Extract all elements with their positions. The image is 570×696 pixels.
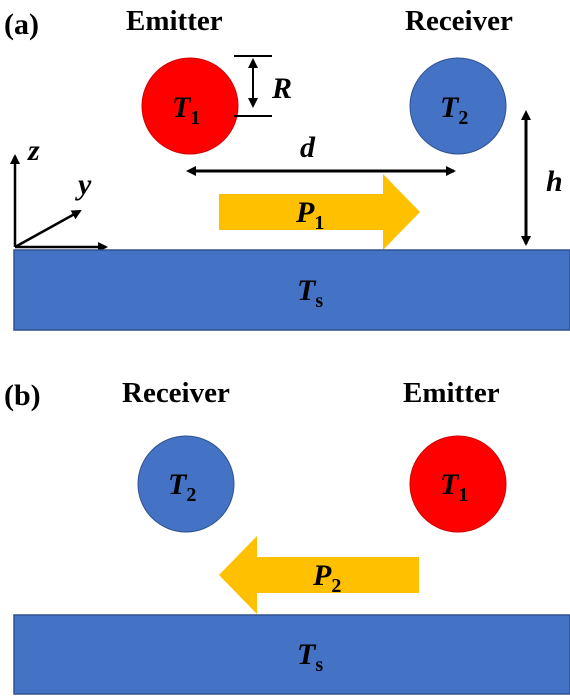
radius-label: R (271, 72, 292, 105)
panel-b-receiver-sphere (137, 435, 235, 533)
panel-b-receiver-temperature: T2 (168, 468, 196, 506)
flux-arrow-p1-shape (219, 174, 420, 250)
panel-a-emitter-temperature-symbol: T (172, 91, 192, 124)
panel-b: (b) Receiver Emitter T2 T1 P2 Ts (4, 377, 570, 695)
radius-indicator: R (234, 55, 292, 117)
panel-b-substrate (13, 614, 570, 695)
panel-b-receiver-temperature-subscript: 2 (186, 484, 196, 506)
flux-arrow-p1: P1 (219, 174, 420, 250)
distance-label: d (300, 131, 316, 164)
flux-arrow-p2-subscript: 2 (331, 575, 341, 597)
panel-a-substrate-temperature: Ts (297, 274, 323, 312)
panel-a-emitter-sphere (141, 57, 239, 155)
flux-arrow-p2-shape (219, 536, 419, 614)
panel-a: (a) Emitter Receiver T1 T2 R d h (4, 5, 570, 331)
panel-b-substrate-temperature-subscript: s (315, 654, 323, 676)
panel-b-emitter-title: Emitter (403, 377, 500, 409)
panel-b-emitter-temperature-symbol: T (440, 468, 460, 501)
panel-a-emitter-title: Emitter (126, 5, 223, 37)
flux-arrow-p1-subscript: 1 (314, 212, 324, 234)
panel-a-emitter-temperature: T1 (172, 91, 200, 129)
panel-a-label: (a) (4, 8, 39, 41)
panel-a-receiver-temperature-subscript: 2 (458, 107, 468, 129)
height-indicator: h (521, 110, 563, 246)
flux-arrow-p2: P2 (219, 536, 419, 614)
y-axis-label: y (75, 168, 92, 201)
panel-b-receiver-temperature-symbol: T (168, 468, 188, 501)
panel-b-receiver-title: Receiver (122, 377, 230, 409)
flux-arrow-p2-label: P2 (312, 559, 341, 597)
panel-a-substrate-temperature-subscript: s (315, 290, 323, 312)
panel-b-substrate-temperature-symbol: T (297, 638, 317, 671)
panel-a-receiver-temperature-symbol: T (440, 91, 460, 124)
panel-a-substrate-temperature-symbol: T (297, 274, 317, 307)
panel-a-receiver-sphere (409, 57, 507, 155)
panel-b-substrate-temperature: Ts (297, 638, 323, 676)
flux-arrow-p2-symbol: P (312, 559, 332, 592)
panel-b-emitter-temperature-subscript: 1 (458, 484, 468, 506)
flux-arrow-p1-symbol: P (295, 196, 315, 229)
flux-arrow-p1-label: P1 (295, 196, 324, 234)
panel-b-emitter-sphere (409, 435, 507, 533)
z-axis-label: z (27, 134, 40, 167)
distance-indicator: d (186, 131, 456, 176)
height-label: h (546, 165, 563, 198)
panel-a-emitter-temperature-subscript: 1 (190, 107, 200, 129)
y-axis (14, 209, 82, 249)
panel-a-receiver-title: Receiver (405, 5, 513, 37)
panel-a-substrate (13, 249, 570, 331)
panel-b-label: (b) (4, 379, 41, 412)
panel-a-receiver-temperature: T2 (440, 91, 468, 129)
panel-b-emitter-temperature: T1 (440, 468, 468, 506)
